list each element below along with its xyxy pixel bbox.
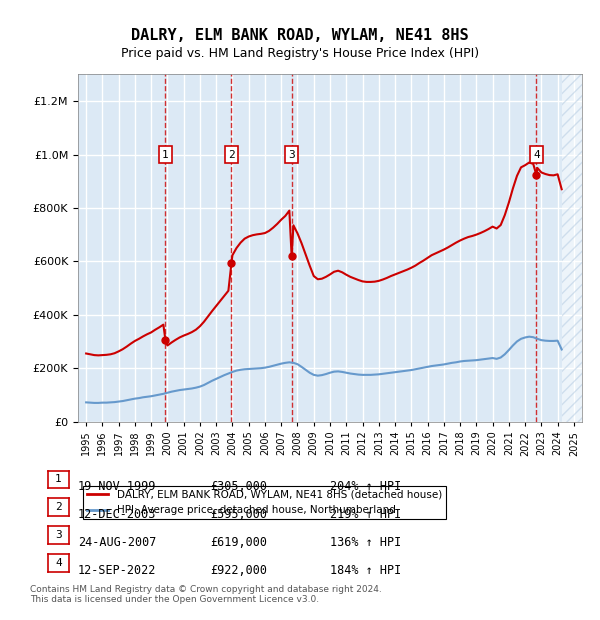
Text: 12-SEP-2022: 12-SEP-2022	[78, 564, 157, 577]
Text: 4: 4	[533, 149, 540, 159]
Text: 136% ↑ HPI: 136% ↑ HPI	[330, 536, 401, 549]
Text: 204% ↑ HPI: 204% ↑ HPI	[330, 480, 401, 494]
Bar	[562, 74, 582, 422]
Text: 2: 2	[228, 149, 235, 159]
Text: 3: 3	[55, 530, 62, 540]
Text: 219% ↑ HPI: 219% ↑ HPI	[330, 508, 401, 521]
Text: 3: 3	[288, 149, 295, 159]
Text: £595,000: £595,000	[210, 508, 267, 521]
Text: 19-NOV-1999: 19-NOV-1999	[78, 480, 157, 494]
Text: 1: 1	[55, 474, 62, 484]
Text: £922,000: £922,000	[210, 564, 267, 577]
Text: Price paid vs. HM Land Registry's House Price Index (HPI): Price paid vs. HM Land Registry's House …	[121, 46, 479, 60]
Text: 2: 2	[55, 502, 62, 512]
Text: 1: 1	[162, 149, 169, 159]
Text: 24-AUG-2007: 24-AUG-2007	[78, 536, 157, 549]
Text: Contains HM Land Registry data © Crown copyright and database right 2024.
This d: Contains HM Land Registry data © Crown c…	[30, 585, 382, 604]
Text: DALRY, ELM BANK ROAD, WYLAM, NE41 8HS: DALRY, ELM BANK ROAD, WYLAM, NE41 8HS	[131, 28, 469, 43]
Text: 4: 4	[55, 558, 62, 568]
Text: £305,000: £305,000	[210, 480, 267, 494]
Legend: DALRY, ELM BANK ROAD, WYLAM, NE41 8HS (detached house), HPI: Average price, deta: DALRY, ELM BANK ROAD, WYLAM, NE41 8HS (d…	[83, 486, 446, 520]
Text: £619,000: £619,000	[210, 536, 267, 549]
Text: 184% ↑ HPI: 184% ↑ HPI	[330, 564, 401, 577]
Text: 12-DEC-2003: 12-DEC-2003	[78, 508, 157, 521]
